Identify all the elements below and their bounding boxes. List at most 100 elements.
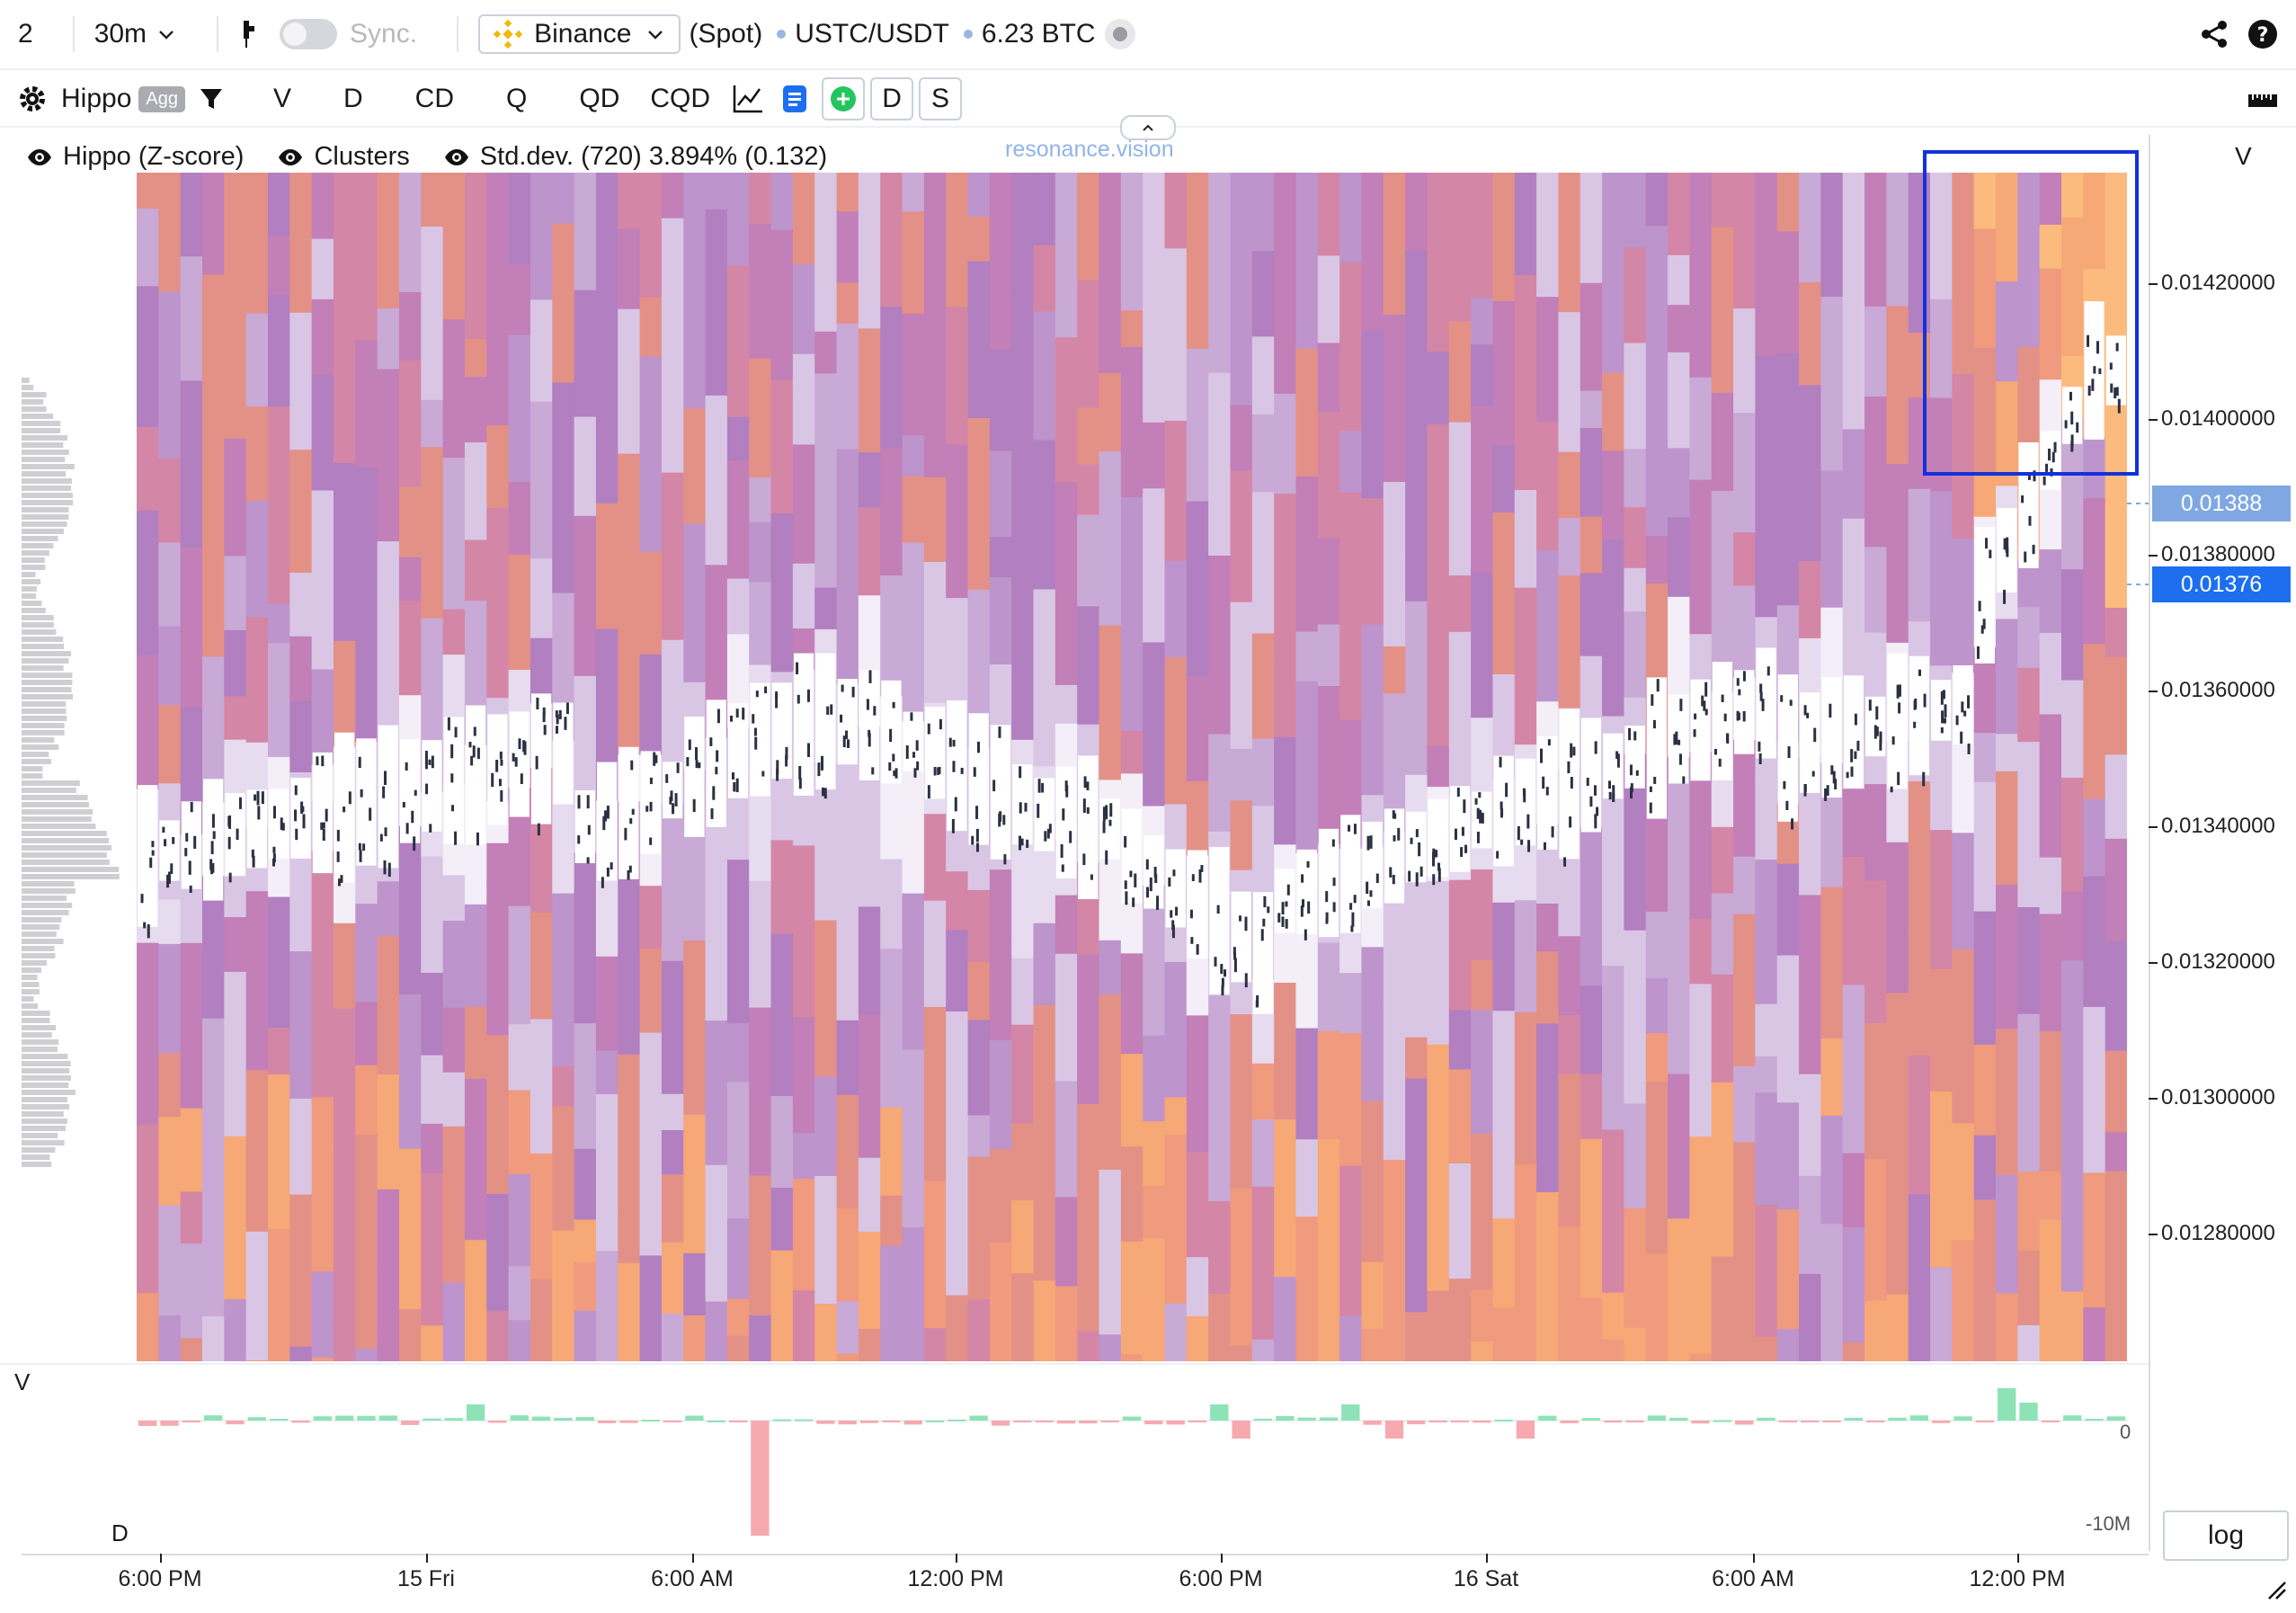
add-indicator-button[interactable] — [822, 77, 866, 120]
btn-d[interactable]: D — [343, 84, 363, 113]
heatmap-cell — [1099, 173, 1122, 248]
heatmap-cell — [1558, 518, 1581, 576]
heatmap-cell — [1776, 566, 1800, 606]
heatmap-cell — [726, 1335, 750, 1361]
heatmap-cell — [1186, 1152, 1209, 1197]
buy-volume-bar — [313, 1416, 332, 1421]
heatmap-cell — [1186, 501, 1209, 677]
heatmap-cell — [1799, 282, 1821, 386]
btn-v[interactable]: V — [272, 84, 291, 113]
gear-icon[interactable] — [18, 85, 47, 113]
ruler-icon[interactable] — [2247, 89, 2278, 109]
cluster-mark — [1065, 785, 1069, 798]
document-icon[interactable] — [782, 85, 807, 113]
btn-q[interactable]: Q — [506, 84, 528, 113]
cluster-mark — [1803, 784, 1807, 792]
cluster-mark — [1897, 771, 1900, 786]
cluster-mark — [2110, 383, 2114, 393]
heatmap-cell — [267, 643, 290, 758]
cluster-mark — [653, 752, 656, 766]
candle-body — [443, 717, 464, 844]
agg-badge[interactable]: Agg — [138, 85, 185, 112]
cluster-mark — [752, 714, 755, 724]
help-icon[interactable]: ? — [2247, 19, 2278, 49]
heatmap-plot[interactable] — [137, 173, 2127, 1361]
legend: Hippo (Z-score) Clusters Std.dev. (720) … — [27, 142, 861, 172]
collapse-toolbar-button[interactable] — [1120, 115, 1176, 140]
heatmap-cell — [1624, 247, 1647, 344]
cluster-mark — [1542, 776, 1545, 789]
buy-volume-bar — [269, 1418, 289, 1421]
profile-bar — [22, 457, 66, 462]
log-scale-button[interactable]: log — [2163, 1511, 2289, 1561]
sync-toggle[interactable] — [280, 19, 338, 49]
price-axis[interactable] — [2149, 135, 2296, 1551]
sell-volume-bar — [882, 1421, 901, 1422]
heatmap-cell — [2083, 1006, 2106, 1173]
profile-bar — [22, 550, 49, 556]
cluster-mark — [1044, 831, 1047, 842]
heatmap-cell — [1689, 1234, 1713, 1355]
heatmap-cell — [1317, 1030, 1340, 1140]
heatmap-cell — [201, 330, 225, 495]
heatmap-cell — [1624, 996, 1647, 1105]
btn-qd[interactable]: QD — [579, 84, 620, 113]
cluster-mark — [1742, 710, 1746, 722]
buy-volume-bar — [1844, 1417, 1864, 1421]
exchange-select[interactable]: Binance — [478, 14, 681, 54]
cluster-mark — [294, 809, 298, 822]
heatmap-cell — [814, 173, 838, 333]
legend-item-stddev[interactable]: Std.dev. (720) 3.894% (0.132) — [444, 142, 827, 172]
eye-icon[interactable] — [444, 148, 469, 166]
heatmap-cell — [1492, 1158, 1516, 1219]
cluster-mark — [1967, 743, 1971, 754]
sell-volume-bar — [138, 1421, 157, 1426]
cluster-mark — [1353, 824, 1357, 834]
profile-bar — [22, 687, 72, 692]
heatmap-cell — [1711, 826, 1734, 895]
cluster-mark — [414, 789, 417, 796]
cluster-mark — [715, 766, 718, 775]
heatmap-cell — [1711, 1359, 1734, 1361]
cluster-mark — [1285, 901, 1288, 907]
cluster-mark — [1854, 751, 1857, 760]
heatmap-cell — [1973, 1348, 1997, 1361]
resize-handle-icon[interactable] — [2265, 1579, 2287, 1600]
heatmap-cell — [923, 900, 947, 1008]
line-chart-icon[interactable] — [732, 84, 764, 114]
btn-box-s[interactable]: S — [919, 77, 963, 120]
heatmap-cell — [1886, 464, 1909, 644]
btn-box-d[interactable]: D — [870, 77, 914, 120]
cluster-mark — [1675, 731, 1678, 745]
legend-item-clusters[interactable]: Clusters — [278, 142, 410, 172]
btn-cd[interactable]: CD — [414, 84, 455, 113]
filter-icon[interactable] — [198, 85, 225, 112]
candles-icon[interactable] — [238, 19, 260, 49]
heatmap-cell — [726, 1082, 750, 1219]
heatmap-cell — [1164, 173, 1188, 249]
legend-item-hippo[interactable]: Hippo (Z-score) — [27, 142, 244, 172]
eye-icon[interactable] — [278, 148, 303, 166]
heatmap-cell — [180, 1036, 203, 1109]
indicator-name[interactable]: Hippo — [61, 84, 132, 113]
heatmap-cell — [749, 582, 772, 666]
heatmap-cell — [1776, 173, 1800, 233]
heatmap-cell — [158, 899, 182, 945]
sell-volume-bar — [1801, 1421, 1820, 1422]
heatmap-cell — [1120, 666, 1144, 732]
chevron-up-icon — [1143, 124, 1153, 131]
profile-bar — [22, 637, 64, 642]
pair-label[interactable]: USTC/USDT — [795, 19, 949, 49]
share-icon[interactable] — [2199, 19, 2229, 49]
cluster-mark — [429, 824, 432, 833]
cluster-mark — [665, 774, 669, 783]
heatmap-cell — [1668, 757, 1691, 917]
layout-count[interactable]: 2 — [18, 19, 33, 49]
cluster-mark — [1301, 899, 1304, 908]
volume-delta-pane[interactable] — [137, 1376, 2127, 1555]
interval-select[interactable]: 30m — [94, 19, 177, 49]
btn-cqd[interactable]: CQD — [650, 84, 711, 113]
heatmap-cell — [180, 942, 203, 1037]
cluster-mark — [1366, 881, 1369, 895]
eye-icon[interactable] — [27, 148, 52, 166]
